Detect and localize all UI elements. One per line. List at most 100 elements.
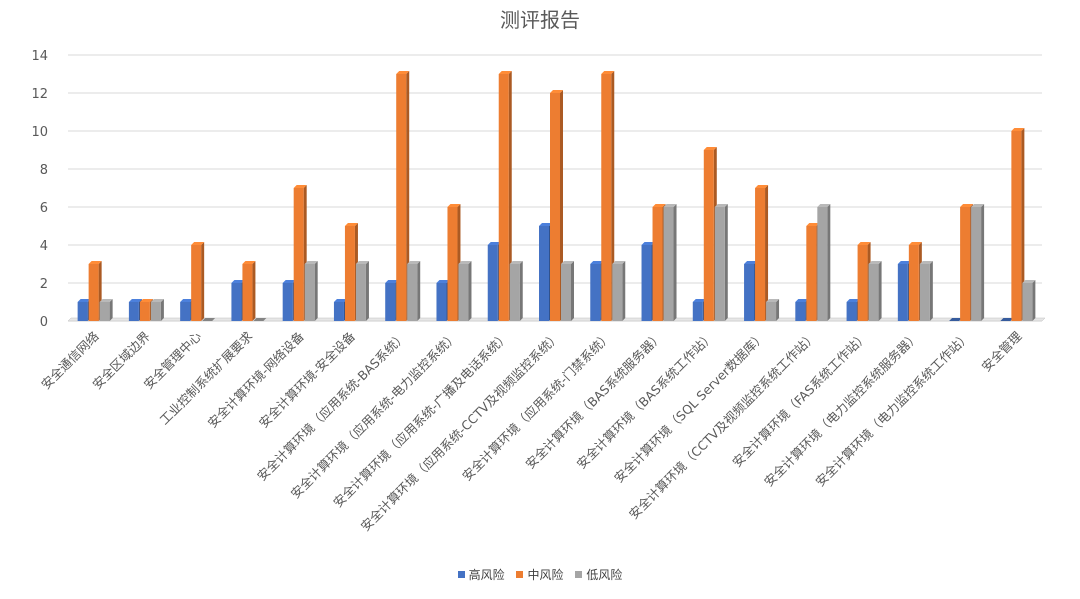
legend-item-high: 高风险 bbox=[457, 566, 505, 583]
legend-item-medium: 中风险 bbox=[516, 566, 564, 583]
bar-top bbox=[344, 223, 358, 226]
bar-front bbox=[641, 245, 652, 321]
bar-17-2 bbox=[971, 204, 985, 321]
bar-front bbox=[487, 245, 498, 321]
legend-swatch-medium bbox=[516, 571, 524, 578]
bar-side bbox=[252, 261, 256, 321]
bar-top bbox=[971, 204, 985, 207]
bar-top bbox=[590, 261, 604, 264]
x-tick-label: 安全计算环境（应用系统-广播及电话系统） bbox=[330, 329, 512, 511]
y-tick-label: 4 bbox=[40, 239, 48, 254]
bar-side bbox=[417, 261, 421, 321]
y-tick-label: 0 bbox=[40, 315, 48, 330]
bar-side bbox=[776, 299, 780, 321]
bar-top bbox=[139, 299, 153, 302]
bar-top bbox=[550, 90, 563, 93]
y-tick-label: 10 bbox=[31, 125, 48, 140]
bar-top bbox=[355, 261, 369, 264]
chart-title: 测评报告 bbox=[500, 8, 580, 32]
bar-front bbox=[1022, 283, 1033, 321]
bar-top bbox=[282, 280, 296, 283]
bar-7-2 bbox=[458, 261, 472, 321]
bar-side bbox=[314, 261, 318, 321]
bar-11-2 bbox=[663, 204, 677, 321]
bar-top bbox=[714, 204, 728, 207]
bar-12-2 bbox=[714, 204, 728, 321]
bar-side bbox=[160, 299, 164, 321]
bar-front bbox=[897, 264, 908, 321]
bar-top bbox=[385, 280, 399, 283]
bar-16-2 bbox=[919, 261, 933, 321]
bar-front bbox=[99, 302, 110, 321]
bar-5-2 bbox=[355, 261, 369, 321]
legend-label-high: 高风险 bbox=[468, 568, 505, 582]
bar-13-2 bbox=[766, 299, 780, 321]
bar-front bbox=[857, 245, 868, 321]
bar-front bbox=[333, 302, 344, 321]
bar-front bbox=[601, 74, 612, 321]
bar-front bbox=[447, 207, 458, 321]
bar-front bbox=[612, 264, 623, 321]
bar-top bbox=[333, 299, 347, 302]
bar-top bbox=[652, 204, 666, 207]
legend-item-low: 低风险 bbox=[575, 566, 622, 583]
bar-3-1 bbox=[242, 261, 256, 321]
x-tick-label: 安全管理 bbox=[979, 328, 1025, 374]
bar-top bbox=[1011, 128, 1025, 131]
x-tick-label: 安全计算环境（CCTV及视频监控系统工作站） bbox=[626, 329, 820, 523]
bar-front bbox=[407, 264, 418, 321]
bar-front bbox=[458, 264, 469, 321]
bar-top bbox=[407, 261, 421, 264]
bar-front bbox=[960, 207, 971, 321]
bar-front bbox=[385, 283, 396, 321]
bar-front bbox=[304, 264, 315, 321]
bar-2-1 bbox=[191, 242, 205, 321]
bar-top bbox=[1022, 280, 1036, 283]
bar-18-1 bbox=[1011, 128, 1025, 321]
bar-top bbox=[692, 299, 706, 302]
bar-front bbox=[191, 245, 202, 321]
bar-4-2 bbox=[304, 261, 318, 321]
bar-14-2 bbox=[817, 204, 831, 321]
bar-front bbox=[539, 226, 549, 321]
bar-3-2 bbox=[253, 318, 267, 321]
bar-18-0 bbox=[1000, 318, 1014, 321]
bar-front bbox=[293, 188, 304, 321]
bar-top bbox=[846, 299, 860, 302]
bar-side bbox=[724, 204, 728, 321]
bar-front bbox=[1011, 131, 1022, 321]
bar-top bbox=[744, 261, 758, 264]
x-tick-label: 工业控制系统扩展要求 bbox=[157, 328, 256, 427]
bar-side bbox=[827, 204, 831, 321]
bar-2-2 bbox=[202, 318, 216, 321]
bar-top bbox=[242, 261, 256, 264]
bar-top bbox=[561, 261, 574, 264]
bar-side bbox=[406, 71, 410, 321]
bar-top bbox=[487, 242, 501, 245]
bar-front bbox=[282, 283, 293, 321]
y-tick-label: 2 bbox=[40, 277, 48, 292]
bar-8-1 bbox=[498, 71, 512, 321]
bar-top bbox=[755, 185, 769, 188]
bar-8-2 bbox=[509, 261, 523, 321]
bar-top bbox=[436, 280, 450, 283]
bar-top bbox=[919, 261, 933, 264]
bar-side bbox=[929, 261, 933, 321]
bar-front bbox=[919, 264, 930, 321]
bar-top bbox=[641, 242, 655, 245]
bar-side bbox=[571, 261, 574, 321]
bar-front bbox=[77, 302, 88, 321]
bar-side bbox=[878, 261, 882, 321]
bar-front bbox=[180, 302, 191, 321]
legend-swatch-low bbox=[575, 571, 583, 578]
bar-side bbox=[1021, 128, 1025, 321]
bar-top bbox=[293, 185, 307, 188]
legend: 高风险 中风险 低风险 bbox=[0, 566, 1080, 583]
bar-top bbox=[897, 261, 911, 264]
x-tick-label: 安全计算环境-安全设备 bbox=[256, 328, 359, 431]
bar-front bbox=[817, 207, 828, 321]
bar-top bbox=[806, 223, 820, 226]
bar-side bbox=[622, 261, 626, 321]
y-tick-label: 14 bbox=[31, 49, 48, 64]
bar-top bbox=[180, 299, 194, 302]
